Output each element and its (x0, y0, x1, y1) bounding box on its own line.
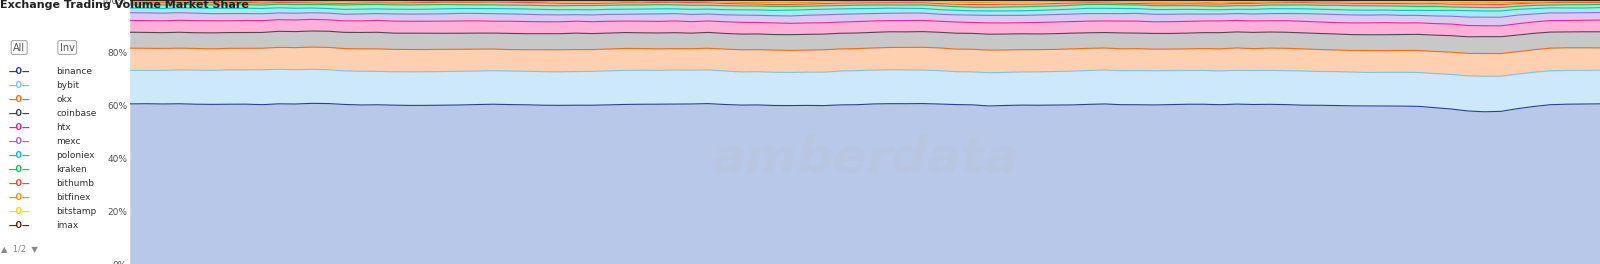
Text: amberdata: amberdata (712, 134, 1019, 182)
Text: bitstamp: bitstamp (56, 207, 96, 216)
Text: kraken: kraken (56, 165, 86, 174)
Text: poloniex: poloniex (56, 151, 94, 160)
Text: All: All (13, 43, 26, 53)
Text: —O—: —O— (8, 81, 30, 90)
Text: binance: binance (56, 67, 93, 76)
Text: —O—: —O— (8, 151, 30, 160)
Text: —O—: —O— (8, 193, 30, 202)
Text: —O—: —O— (8, 221, 30, 230)
Text: —O—: —O— (8, 123, 30, 132)
Text: —O—: —O— (8, 137, 30, 146)
Text: —O—: —O— (8, 165, 30, 174)
Text: —O—: —O— (8, 179, 30, 188)
Text: bybit: bybit (56, 81, 78, 90)
Text: —O—: —O— (8, 109, 30, 118)
Text: imax: imax (56, 221, 78, 230)
Text: mexc: mexc (56, 137, 80, 146)
Text: okx: okx (56, 95, 72, 104)
Text: —O—: —O— (8, 67, 30, 76)
Text: coinbase: coinbase (56, 109, 96, 118)
Text: bithumb: bithumb (56, 179, 94, 188)
Text: htx: htx (56, 123, 70, 132)
Text: —O—: —O— (8, 207, 30, 216)
Text: ▲  1/2  ▼: ▲ 1/2 ▼ (0, 244, 38, 253)
Text: Inv: Inv (59, 43, 75, 53)
Text: bitfinex: bitfinex (56, 193, 91, 202)
Text: —O—: —O— (8, 95, 30, 104)
Text: Exchange Trading Volume Market Share: Exchange Trading Volume Market Share (0, 0, 250, 10)
